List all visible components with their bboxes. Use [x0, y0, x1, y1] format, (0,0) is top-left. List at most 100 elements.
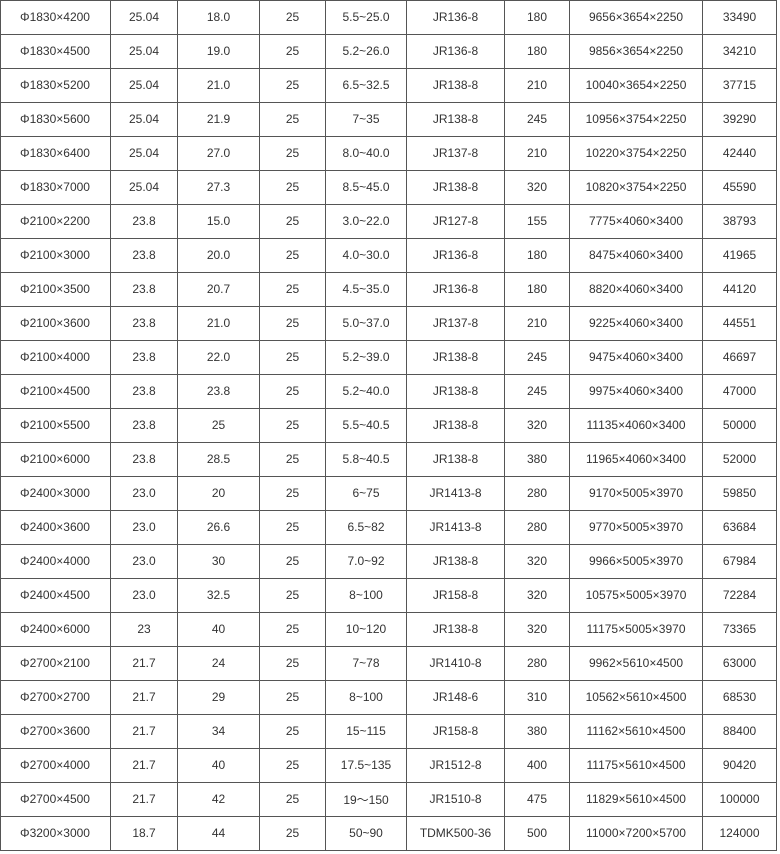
table-cell: 25	[260, 782, 326, 817]
table-cell: 11162×5610×4500	[570, 714, 703, 749]
table-cell: 25	[260, 816, 326, 851]
table-cell: 68530	[703, 680, 777, 715]
table-cell: 25.04	[111, 34, 178, 69]
table-cell: 6.5~32.5	[326, 68, 407, 103]
table-cell: 42	[178, 782, 260, 817]
table-cell: JR138-8	[407, 408, 505, 443]
table-cell: 8.5~45.0	[326, 170, 407, 205]
table-cell: 10820×3754×2250	[570, 170, 703, 205]
table-cell: Φ1830×4500	[0, 34, 111, 69]
table-cell: 320	[505, 612, 570, 647]
table-cell: 280	[505, 646, 570, 681]
table-cell: 21.0	[178, 68, 260, 103]
table-cell: Φ2100×4000	[0, 340, 111, 375]
table-cell: 23.8	[111, 340, 178, 375]
table-cell: 25.04	[111, 0, 178, 35]
table-cell: 28.5	[178, 442, 260, 477]
table-cell: 23.8	[111, 204, 178, 239]
table-cell: Φ2100×6000	[0, 442, 111, 477]
table-cell: Φ2400×6000	[0, 612, 111, 647]
table-cell: JR1510-8	[407, 782, 505, 817]
table-cell: 40	[178, 748, 260, 783]
table-cell: 210	[505, 136, 570, 171]
table-cell: 320	[505, 578, 570, 613]
table-cell: 23.8	[111, 408, 178, 443]
table-cell: 29	[178, 680, 260, 715]
table-cell: 9225×4060×3400	[570, 306, 703, 341]
table-cell: JR137-8	[407, 136, 505, 171]
table-cell: 19～150	[326, 782, 407, 817]
table-cell: 8.0~40.0	[326, 136, 407, 171]
table-cell: 44120	[703, 272, 777, 307]
table-cell: Φ2700×2700	[0, 680, 111, 715]
table-cell: 25	[260, 578, 326, 613]
table-cell: JR148-6	[407, 680, 505, 715]
table-cell: 25	[260, 510, 326, 545]
table-cell: JR127-8	[407, 204, 505, 239]
table-cell: Φ2100×4500	[0, 374, 111, 409]
table-cell: 73365	[703, 612, 777, 647]
table-cell: 180	[505, 272, 570, 307]
table-cell: 23.0	[111, 510, 178, 545]
table-cell: 23.8	[111, 238, 178, 273]
table-cell: 90420	[703, 748, 777, 783]
table-cell: 11175×5005×3970	[570, 612, 703, 647]
table-cell: 180	[505, 0, 570, 35]
table-cell: 26.6	[178, 510, 260, 545]
table-cell: JR138-8	[407, 340, 505, 375]
table-cell: 25	[260, 680, 326, 715]
table-cell: Φ2400×3000	[0, 476, 111, 511]
table-cell: Φ3200×3000	[0, 816, 111, 851]
table-cell: 25.04	[111, 68, 178, 103]
table-cell: 45590	[703, 170, 777, 205]
table-cell: 23.0	[111, 578, 178, 613]
table-cell: 8~100	[326, 680, 407, 715]
table-cell: 280	[505, 510, 570, 545]
table-cell: 20.0	[178, 238, 260, 273]
table-cell: 11175×5610×4500	[570, 748, 703, 783]
table-cell: 25	[178, 408, 260, 443]
table-cell: 245	[505, 102, 570, 137]
table-cell: 210	[505, 68, 570, 103]
table-cell: Φ2400×4500	[0, 578, 111, 613]
table-cell: 180	[505, 238, 570, 273]
table-cell: 25	[260, 136, 326, 171]
table-cell: JR158-8	[407, 714, 505, 749]
table-cell: 27.0	[178, 136, 260, 171]
table-cell: JR138-8	[407, 374, 505, 409]
table-cell: 124000	[703, 816, 777, 851]
table-cell: 7~35	[326, 102, 407, 137]
table-cell: 25	[260, 0, 326, 35]
table-cell: 10575×5005×3970	[570, 578, 703, 613]
table-cell: 21.7	[111, 680, 178, 715]
table-cell: 320	[505, 170, 570, 205]
table-cell: 22.0	[178, 340, 260, 375]
table-cell: 34210	[703, 34, 777, 69]
table-cell: 5.2~26.0	[326, 34, 407, 69]
table-cell: Φ1830×5200	[0, 68, 111, 103]
table-cell: Φ2700×4000	[0, 748, 111, 783]
table-cell: 46697	[703, 340, 777, 375]
table-cell: 30	[178, 544, 260, 579]
table-cell: 9966×5005×3970	[570, 544, 703, 579]
table-cell: 42440	[703, 136, 777, 171]
table-cell: 41965	[703, 238, 777, 273]
table-cell: TDMK500-36	[407, 816, 505, 851]
table-cell: 10562×5610×4500	[570, 680, 703, 715]
table-cell: 21.7	[111, 646, 178, 681]
table-cell: JR158-8	[407, 578, 505, 613]
table-cell: 9475×4060×3400	[570, 340, 703, 375]
table-cell: 9170×5005×3970	[570, 476, 703, 511]
table-cell: Φ2100×3500	[0, 272, 111, 307]
table-cell: 25	[260, 646, 326, 681]
table-cell: 4.5~35.0	[326, 272, 407, 307]
table-cell: 23.8	[178, 374, 260, 409]
table-cell: 4.0~30.0	[326, 238, 407, 273]
table-cell: JR136-8	[407, 272, 505, 307]
table-cell: 25	[260, 34, 326, 69]
table-cell: 33490	[703, 0, 777, 35]
table-cell: 72284	[703, 578, 777, 613]
table-cell: JR136-8	[407, 0, 505, 35]
table-cell: JR1413-8	[407, 510, 505, 545]
